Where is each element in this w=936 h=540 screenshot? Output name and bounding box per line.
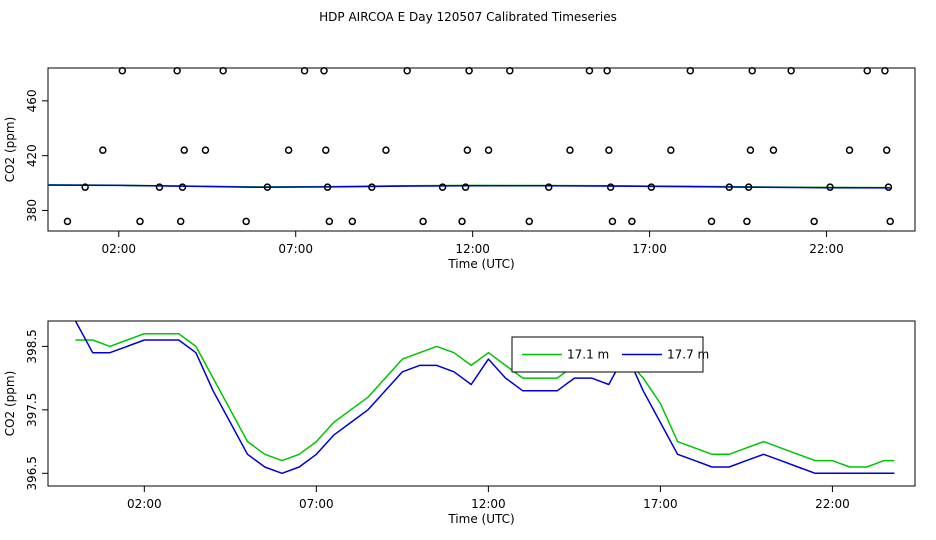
panel2-series-line-2 — [74, 320, 895, 475]
panel1-data-point — [863, 66, 871, 75]
panel1-data-point — [882, 146, 891, 154]
legend-label-1: 17.1 m — [567, 348, 609, 362]
legend-label-2: 17.7 m — [667, 348, 709, 362]
panel1-data-point — [284, 146, 293, 154]
panel1-y-tick-label: 420 — [25, 144, 39, 167]
panel1-x-tick-label: 17:00 — [632, 242, 667, 256]
panel1-data-point — [506, 66, 514, 75]
panel1-data-point — [886, 217, 894, 226]
panel2-x-axis-label: Time (UTC) — [447, 512, 514, 526]
panel1-data-point — [884, 183, 893, 191]
panel1-data-point — [605, 146, 613, 154]
panel1-data-point — [746, 146, 755, 154]
panel1-data-point — [845, 146, 854, 154]
panel1-data-point — [382, 146, 390, 154]
panel1-data-point — [826, 183, 834, 191]
panel1-x-tick-label: 12:00 — [455, 242, 490, 256]
panel1-data-point — [63, 217, 72, 226]
panel1-x-tick-label: 07:00 — [278, 242, 313, 256]
panel1-data-point — [606, 183, 615, 191]
panel1-data-point — [325, 217, 334, 226]
panel1-data-point — [461, 183, 470, 191]
panel1-y-tick-label: 380 — [25, 199, 39, 222]
panel1-data-point — [748, 66, 756, 75]
panel1-data-point — [686, 66, 695, 75]
panel1-y-axis-label: CO2 (ppm) — [3, 117, 17, 183]
panel1-data-point — [544, 183, 553, 191]
panel1-data-point — [320, 66, 328, 75]
panel1-data-point — [744, 183, 753, 191]
panel1-data-point — [463, 146, 472, 154]
panel1-data-point — [348, 217, 357, 226]
panel1-data-point — [180, 146, 188, 154]
panel1-data-point — [323, 183, 332, 191]
panel2-frame — [47, 320, 916, 487]
panel2-x-tick-label: 02:00 — [127, 497, 162, 511]
panel2-x-tick-label: 07:00 — [299, 497, 334, 511]
panel2-y-tick-label: 397.5 — [25, 393, 39, 427]
panel1-data-point — [566, 146, 574, 154]
panel1-data-point — [465, 66, 473, 75]
panel1-data-point — [603, 66, 611, 75]
panel1-data-point — [458, 217, 466, 226]
panel1-data-point — [438, 183, 447, 191]
panel1-data-point — [300, 66, 309, 75]
panel1-data-point — [173, 66, 181, 75]
panel1-data-point — [667, 146, 675, 154]
panel1-y-tick-label: 460 — [25, 89, 39, 112]
panel1-data-point — [155, 183, 164, 191]
panel1-x-axis-label: Time (UTC) — [447, 257, 514, 271]
panel1-data-point — [81, 183, 89, 191]
panel1-data-point — [118, 66, 127, 75]
panel2-y-tick-label: 398.5 — [25, 329, 39, 363]
panel1-data-point — [810, 217, 818, 226]
panel1-frame — [47, 67, 916, 232]
panel1-data-point — [242, 217, 250, 226]
panel1-data-point — [136, 217, 144, 226]
panel1-data-point — [647, 183, 656, 191]
panel2-series-line-1 — [75, 332, 895, 468]
panel1-data-point — [419, 217, 427, 226]
panel2-x-tick-label: 22:00 — [815, 497, 850, 511]
panel1-data-point — [403, 66, 411, 75]
panel1-x-tick-label: 22:00 — [809, 242, 844, 256]
panel1-data-point — [787, 66, 795, 75]
panel1-data-point — [707, 217, 716, 226]
panel1-data-point — [484, 146, 493, 154]
panel1-data-point — [176, 217, 185, 226]
panel2-y-axis-label: CO2 (ppm) — [3, 371, 17, 437]
panel1-series-line-2 — [47, 184, 891, 189]
page-title: HDP AIRCOA E Day 120507 Calibrated Times… — [319, 10, 617, 24]
panel1-data-point — [322, 146, 330, 154]
panel1-data-point — [628, 217, 636, 226]
panel1-data-point — [585, 66, 594, 75]
panel1-data-point — [725, 183, 733, 191]
panel2-x-tick-label: 17:00 — [643, 497, 678, 511]
panel1-data-point — [881, 66, 889, 75]
panel1-data-point — [219, 66, 227, 75]
panel1-data-point — [525, 217, 534, 226]
panel1-data-point — [608, 217, 617, 226]
panel1-data-point — [368, 183, 376, 191]
panel1-data-point — [99, 146, 107, 154]
panel2-y-tick-label: 396.5 — [25, 456, 39, 490]
panel1-data-point — [743, 217, 751, 226]
panel1-data-point — [178, 183, 187, 191]
panel1-data-point — [769, 146, 778, 154]
panel1-x-tick-label: 02:00 — [101, 242, 136, 256]
panel1-data-point — [201, 146, 210, 154]
panel2-x-tick-label: 12:00 — [471, 497, 506, 511]
panel1-data-point — [263, 183, 272, 191]
